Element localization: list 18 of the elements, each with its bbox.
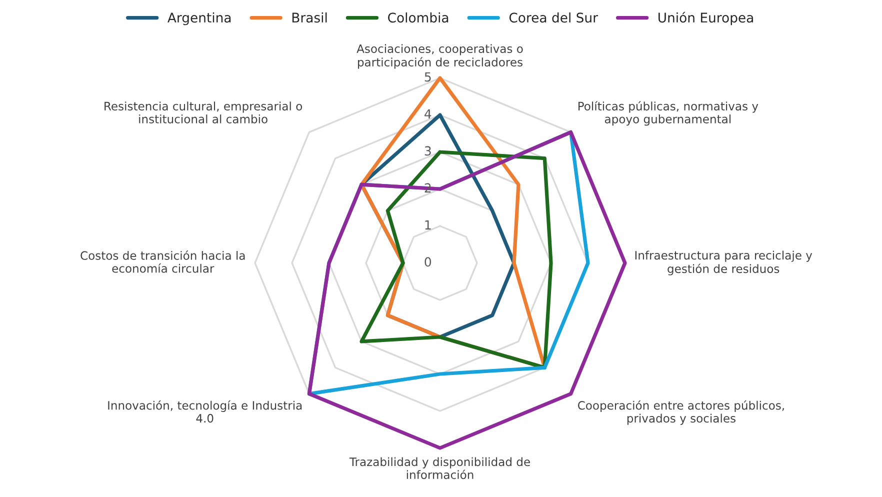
spoke-label: Trazabilidad y disponibilidad de información	[349, 457, 530, 480]
spoke-label: Políticas públicas, normativas y apoyo gubernamental	[578, 101, 758, 126]
spoke-label: Asociaciones, cooperativas o participación de recicladores	[356, 44, 523, 69]
spoke-label: Costos de transición hacia la economía circular	[80, 250, 245, 273]
spoke-label: Cooperación entre actores públicos, privados y sociales	[578, 400, 784, 425]
spoke-label: Resistencia cultural, empresarial o institucional al cambio	[104, 102, 302, 124]
legend-label: Colombia	[388, 12, 448, 23]
y-tick-label: 1	[425, 220, 431, 230]
y-tick-label: 3	[424, 146, 431, 156]
y-tick-label: 4	[424, 109, 432, 118]
y-tick-label: 5	[424, 72, 431, 82]
spoke-label: Innovación, tecnología e Industria 4.0	[108, 400, 302, 423]
legend-label: Unión Europea	[658, 12, 753, 26]
legend-label: Corea del Sur	[509, 12, 598, 23]
y-tick-label: 0	[424, 257, 432, 267]
legend-label: Argentina	[168, 12, 231, 26]
legend-label: Brasil	[292, 12, 327, 23]
spoke-label: Infraestructura para reciclaje y gestión de residuos	[635, 250, 812, 276]
